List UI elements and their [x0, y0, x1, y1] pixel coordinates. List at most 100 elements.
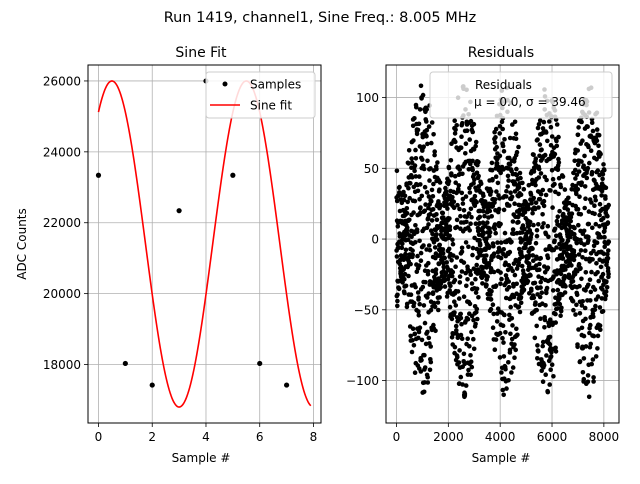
residual-point [578, 248, 584, 253]
residual-point [473, 276, 478, 282]
residual-point [535, 125, 541, 131]
residual-point [548, 317, 553, 323]
residual-point [570, 298, 576, 304]
residual-point [596, 132, 602, 138]
y-tick-label: 20000 [43, 287, 81, 301]
residual-point [525, 278, 531, 284]
residual-point [596, 143, 601, 149]
residual-point [562, 290, 568, 295]
residual-point [591, 333, 597, 339]
residual-point [425, 380, 431, 385]
residual-point [494, 144, 500, 150]
residual-point [605, 213, 610, 219]
residual-point [507, 312, 512, 318]
residual-point [408, 261, 413, 267]
residual-point [399, 245, 405, 251]
residual-point [474, 286, 480, 292]
residual-point [467, 228, 473, 233]
residual-point [538, 316, 543, 322]
residual-point [477, 242, 483, 247]
sample-point [176, 208, 182, 214]
residual-point [519, 230, 525, 235]
residual-point [583, 256, 589, 262]
residual-point [428, 344, 434, 349]
residual-point [446, 179, 452, 184]
residual-point [544, 177, 549, 183]
residual-point [417, 197, 422, 202]
residual-point [605, 220, 611, 225]
residual-point [544, 285, 550, 291]
residual-point [535, 137, 540, 142]
residual-point [463, 383, 469, 388]
residual-point [591, 248, 596, 254]
residual-point [441, 264, 447, 270]
residual-point [497, 131, 503, 136]
sample-point [149, 382, 155, 388]
residual-point [566, 195, 571, 201]
residual-point [422, 208, 428, 214]
residual-point [548, 124, 554, 130]
residual-point [516, 260, 521, 266]
residual-point [545, 255, 551, 261]
residual-point [480, 208, 486, 214]
residual-point [424, 119, 429, 124]
sine-fit-plot-area [95, 78, 312, 408]
residual-point [574, 302, 579, 308]
residual-point [463, 141, 469, 146]
residual-point [418, 205, 423, 210]
residual-point [418, 182, 423, 187]
residual-point [449, 258, 454, 263]
residual-point [507, 135, 513, 141]
residual-point [515, 332, 520, 338]
residual-point [444, 224, 449, 229]
residual-point [482, 213, 487, 219]
residual-point [422, 380, 427, 385]
residual-point [478, 181, 484, 187]
residual-point [591, 243, 597, 249]
residual-point [451, 199, 457, 204]
residual-point [485, 220, 490, 225]
residual-point [556, 191, 561, 197]
residual-point [436, 307, 441, 313]
residual-point [581, 356, 587, 361]
residual-point [593, 197, 598, 203]
x-tick-label: 4 [202, 430, 210, 444]
residual-point [537, 197, 543, 202]
residual-point [412, 168, 417, 174]
residual-point [402, 290, 407, 296]
residual-point [484, 236, 489, 241]
residual-point [409, 160, 415, 165]
residual-point [489, 167, 495, 173]
residual-point [526, 223, 532, 228]
residual-point [453, 303, 459, 308]
residual-point [406, 185, 411, 191]
residual-point [592, 211, 597, 217]
residual-point [446, 246, 452, 252]
residual-point [449, 172, 454, 178]
residual-point [498, 221, 503, 227]
figure-suptitle: Run 1419, channel1, Sine Freq.: 8.005 MH… [164, 10, 477, 26]
residual-point [481, 193, 486, 199]
residual-point [434, 212, 439, 217]
residual-point [412, 116, 417, 121]
residual-point [468, 359, 474, 365]
residual-point [459, 269, 465, 274]
residual-point [554, 245, 559, 250]
residual-point [469, 364, 475, 370]
residual-point [469, 214, 474, 220]
residual-point [434, 232, 439, 237]
residuals-legend-line-2: μ = 0.0, σ = 39.46 [474, 95, 586, 109]
residual-point [593, 221, 599, 227]
residual-point [460, 201, 466, 206]
residual-point [503, 260, 508, 266]
residual-point [458, 213, 463, 219]
residual-point [600, 287, 605, 292]
sine-fit-legend-box [205, 71, 316, 119]
residual-point [425, 158, 430, 164]
residual-point [444, 191, 449, 197]
residual-point [411, 210, 416, 215]
residual-point [529, 288, 534, 293]
residual-point [493, 174, 499, 179]
residual-point [569, 211, 575, 216]
residual-point [425, 329, 430, 335]
